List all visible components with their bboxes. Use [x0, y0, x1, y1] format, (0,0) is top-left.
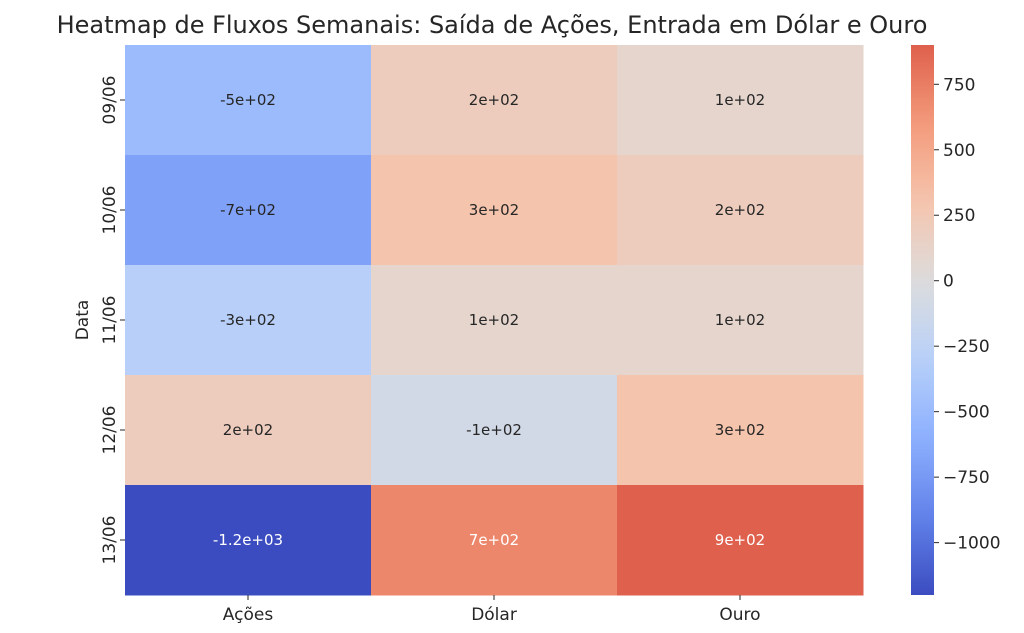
y-tick-label: 11/06 [100, 296, 120, 345]
cell-value-label: 1e+02 [469, 311, 519, 329]
cell-value-label: -1.2e+03 [213, 531, 283, 549]
heatmap-cell [617, 485, 864, 596]
x-tick-label: Dólar [471, 605, 517, 625]
heatmap-cell [371, 45, 618, 156]
colorbar-tick-label: −750 [943, 468, 990, 488]
cell-value-label: 3e+02 [715, 421, 765, 439]
heatmap-cell [617, 155, 864, 266]
cell-value-label: 9e+02 [715, 531, 765, 549]
heatmap-cell [371, 375, 618, 486]
heatmap-cell [125, 155, 372, 266]
cell-value-label: 2e+02 [223, 421, 273, 439]
cell-value-label: 1e+02 [715, 91, 765, 109]
colorbar-ticks: 750 500 250 0 −250 −500 −750 −1000 [934, 75, 1001, 554]
heatmap-cell [125, 265, 372, 376]
heatmap-cell [617, 265, 864, 376]
cell-value-label: -3e+02 [220, 311, 276, 329]
heatmap-cell [617, 45, 864, 156]
colorbar-tick-label: 750 [943, 75, 975, 95]
colorbar-tick-label: −500 [943, 403, 990, 423]
cell-value-label: 7e+02 [469, 531, 519, 549]
cell-value-label: 1e+02 [715, 311, 765, 329]
heatmap-cells: -5e+02 2e+02 1e+02 -7e+02 3e+02 2e+02 -3e+02 1e… [125, 45, 864, 596]
cell-value-label: 2e+02 [715, 201, 765, 219]
y-tick-label: 09/06 [100, 76, 120, 125]
cell-value-label: 3e+02 [469, 201, 519, 219]
colorbar-tick-label: 500 [943, 141, 975, 161]
heatmap-cell [371, 485, 618, 596]
cell-value-label: 2e+02 [469, 91, 519, 109]
y-axis: 09/06 10/06 11/06 12/06 13/06 [100, 76, 125, 565]
colorbar-tick-label: 250 [943, 206, 975, 226]
colorbar-tick-label: −250 [943, 337, 990, 357]
heatmap-cell [125, 45, 372, 156]
chart-title: Heatmap de Fluxos Semanais: Saída de Açõ… [57, 11, 928, 39]
heatmap-cell [617, 375, 864, 486]
colorbar: 750 500 250 0 −250 −500 −750 −1000 [911, 45, 1001, 595]
x-tick-label: Ações [223, 605, 274, 625]
cell-value-label: -1e+02 [466, 421, 522, 439]
heatmap-cell [125, 375, 372, 486]
heatmap-cell [371, 265, 618, 376]
y-tick-label: 12/06 [100, 406, 120, 455]
y-axis-label: Data [73, 300, 93, 341]
heatmap-cell [371, 155, 618, 266]
colorbar-tick-label: −1000 [943, 534, 1001, 554]
y-tick-label: 13/06 [100, 516, 120, 565]
colorbar-gradient [911, 45, 934, 595]
x-tick-label: Ouro [719, 605, 760, 625]
y-tick-label: 10/06 [100, 186, 120, 235]
colorbar-tick-label: 0 [943, 272, 954, 292]
x-axis: Ações Dólar Ouro [223, 595, 761, 625]
cell-value-label: -7e+02 [220, 201, 276, 219]
cell-value-label: -5e+02 [220, 91, 276, 109]
heatmap-cell [125, 485, 372, 596]
